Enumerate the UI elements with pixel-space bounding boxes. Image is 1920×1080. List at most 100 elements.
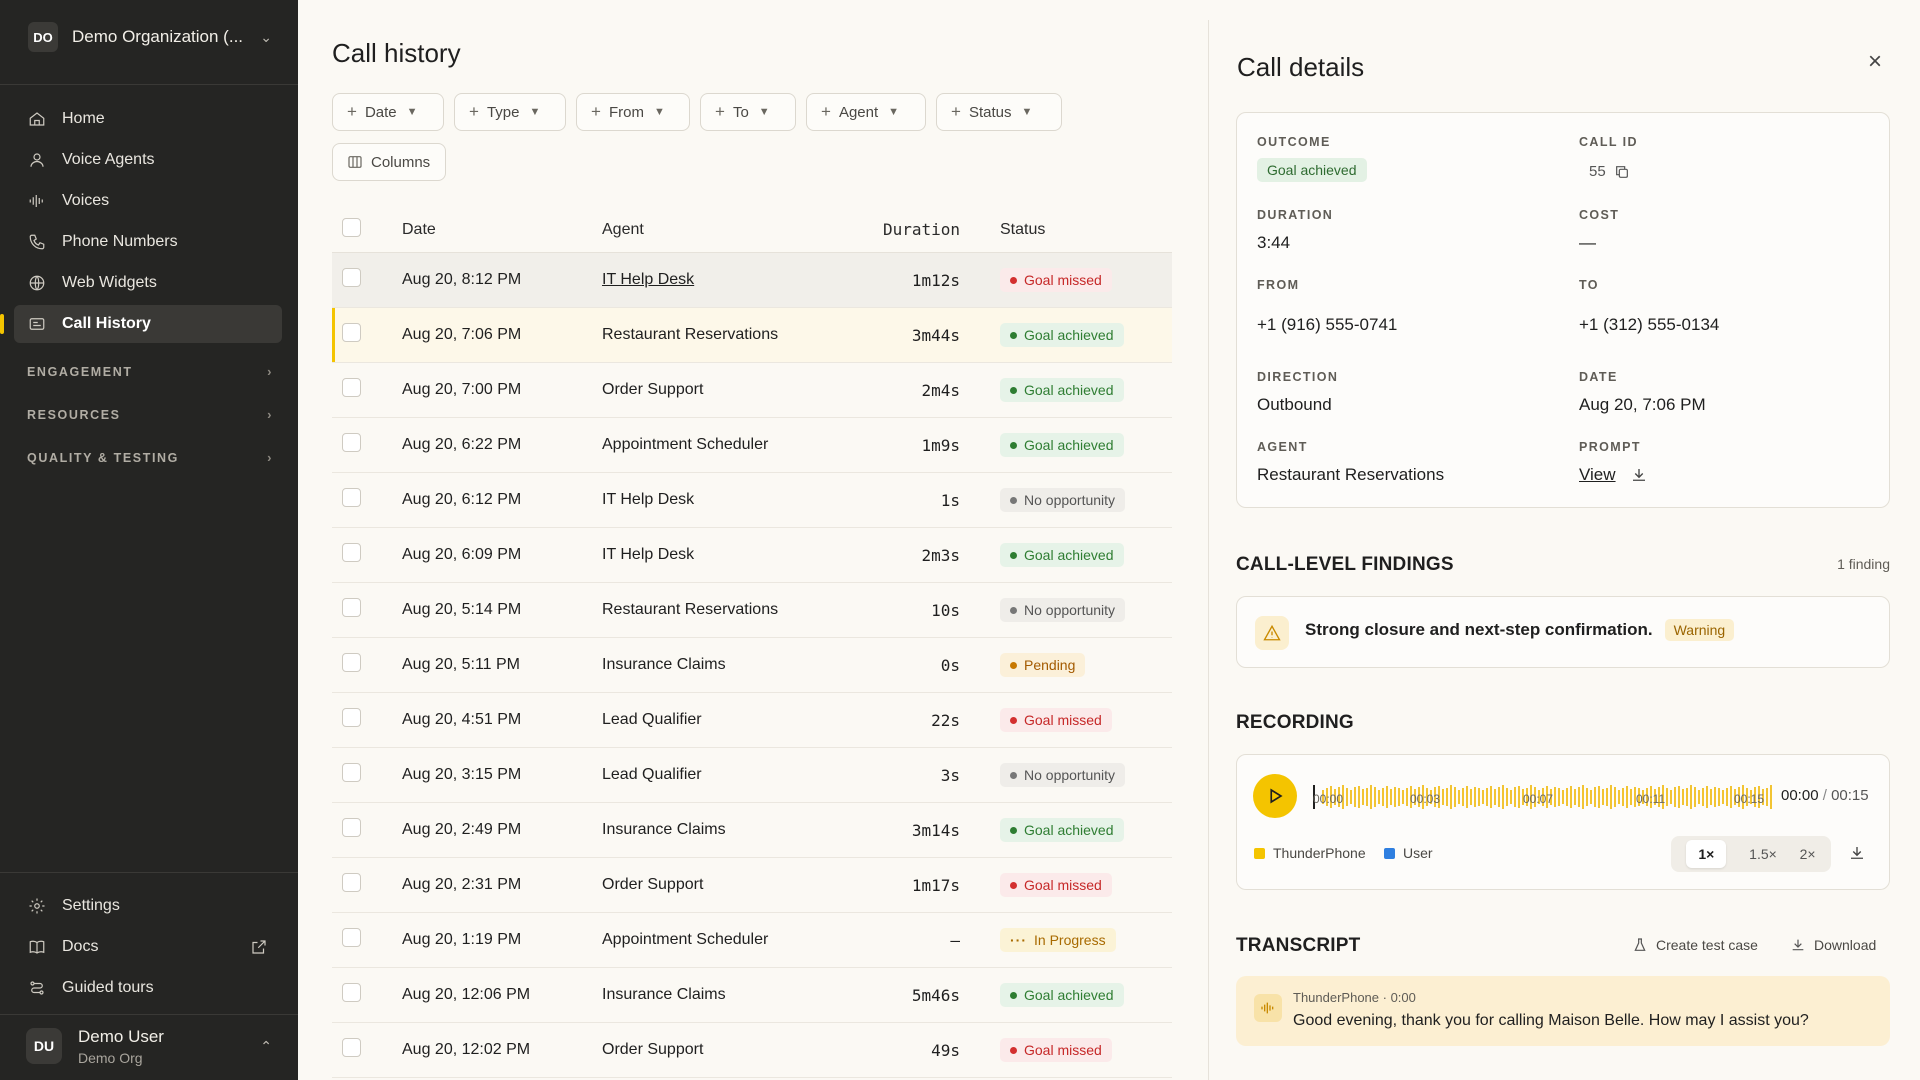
nav-voice-agents[interactable]: Voice Agents bbox=[14, 141, 282, 179]
create-test-case-button[interactable]: Create test case bbox=[1632, 937, 1758, 953]
table-row[interactable]: Aug 20, 7:00 PM Order Support 2m4s Goal ach… bbox=[332, 363, 1172, 418]
filter-to[interactable]: + To ▼ bbox=[700, 93, 796, 131]
details-card: OUTCOME Goal achieved CALL ID 55 DURATIO… bbox=[1236, 112, 1890, 508]
finding-card[interactable]: Strong closure and next-step confirmatio… bbox=[1236, 596, 1890, 668]
table-row[interactable]: Aug 20, 2:31 PM Order Support 1m17s Goal mi… bbox=[332, 858, 1172, 913]
row-checkbox[interactable] bbox=[342, 378, 361, 397]
table-body: Aug 20, 8:12 PM IT Help Desk 1m12s Goal mis… bbox=[332, 253, 1172, 1078]
row-checkbox[interactable] bbox=[342, 983, 361, 1002]
header-status[interactable]: Status bbox=[1000, 220, 1046, 238]
table-row[interactable]: Aug 20, 5:11 PM Insurance Claims 0s Pending bbox=[332, 638, 1172, 693]
prompt-view-link[interactable]: View bbox=[1579, 465, 1616, 484]
filter-date[interactable]: + Date ▼ bbox=[332, 93, 444, 131]
waveform-bar bbox=[1638, 788, 1641, 806]
chevron-down-icon: ⌄ bbox=[260, 28, 272, 45]
filter-label: From bbox=[608, 103, 644, 121]
row-checkbox[interactable] bbox=[342, 323, 361, 342]
filter-status[interactable]: + Status ▼ bbox=[936, 93, 1062, 131]
row-checkbox[interactable] bbox=[342, 708, 361, 727]
copy-icon[interactable] bbox=[1614, 164, 1630, 180]
outcome-badge: Goal achieved bbox=[1257, 158, 1367, 182]
download-recording-icon[interactable] bbox=[1848, 844, 1866, 862]
speed-2x[interactable]: 2× bbox=[1799, 846, 1816, 862]
row-checkbox[interactable] bbox=[342, 763, 361, 782]
nav-settings[interactable]: Settings bbox=[14, 887, 282, 925]
waveform[interactable] bbox=[1313, 785, 1773, 809]
waveform-bar bbox=[1630, 789, 1633, 805]
waveform-bar bbox=[1506, 788, 1509, 806]
row-checkbox[interactable] bbox=[342, 543, 361, 562]
row-checkbox[interactable] bbox=[342, 653, 361, 672]
nav-label: Voice Agents bbox=[62, 151, 155, 168]
to-label: TO bbox=[1579, 278, 1599, 292]
nav-home[interactable]: Home bbox=[14, 100, 282, 138]
table-row[interactable]: Aug 20, 12:02 PM Order Support 49s Goal mis… bbox=[332, 1023, 1172, 1078]
row-checkbox[interactable] bbox=[342, 873, 361, 892]
filter-type[interactable]: + Type ▼ bbox=[454, 93, 566, 131]
nav-label: Web Widgets bbox=[62, 274, 157, 291]
org-switcher[interactable]: DO Demo Organization (... ⌄ bbox=[28, 22, 272, 52]
table-row[interactable]: Aug 20, 12:06 PM Insurance Claims 5m46s Goa… bbox=[332, 968, 1172, 1023]
nav-phone-numbers[interactable]: Phone Numbers bbox=[14, 223, 282, 261]
row-agent: IT Help Desk bbox=[602, 546, 695, 563]
section-engagement[interactable]: ENGAGEMENT › bbox=[27, 364, 273, 379]
filter-agent[interactable]: + Agent ▼ bbox=[806, 93, 926, 131]
section-resources[interactable]: RESOURCES › bbox=[27, 407, 273, 422]
nav-call-history[interactable]: Call History bbox=[14, 305, 282, 343]
header-date[interactable]: Date bbox=[402, 220, 436, 238]
close-icon[interactable]: × bbox=[1867, 48, 1882, 75]
play-button[interactable] bbox=[1253, 774, 1297, 818]
table-row[interactable]: Aug 20, 2:49 PM Insurance Claims 3m14s Goal… bbox=[332, 803, 1172, 858]
row-checkbox[interactable] bbox=[342, 433, 361, 452]
table-row[interactable]: Aug 20, 7:06 PM Restaurant Reservations 3m… bbox=[332, 308, 1172, 363]
download-icon[interactable] bbox=[1630, 466, 1648, 484]
row-checkbox[interactable] bbox=[342, 818, 361, 837]
status-text: No opportunity bbox=[1024, 602, 1116, 618]
header-duration[interactable]: Duration bbox=[882, 220, 960, 239]
select-all-checkbox[interactable] bbox=[342, 217, 361, 237]
table-row[interactable]: Aug 20, 6:09 PM IT Help Desk 2m3s Goal achi… bbox=[332, 528, 1172, 583]
row-agent[interactable]: IT Help Desk bbox=[602, 271, 695, 288]
table-row[interactable]: Aug 20, 6:22 PM Appointment Scheduler 1m9s… bbox=[332, 418, 1172, 473]
row-checkbox[interactable] bbox=[342, 268, 361, 287]
download-transcript-button[interactable]: Download bbox=[1790, 937, 1876, 953]
divider bbox=[0, 1014, 298, 1015]
nav-guided-tours[interactable]: Guided tours bbox=[14, 969, 282, 1007]
prompt-label: PROMPT bbox=[1579, 440, 1641, 454]
waveform-bar bbox=[1762, 789, 1765, 805]
nav-voices[interactable]: Voices bbox=[14, 182, 282, 220]
row-checkbox[interactable] bbox=[342, 598, 361, 617]
waveform-bar bbox=[1682, 789, 1685, 805]
row-checkbox[interactable] bbox=[342, 1038, 361, 1057]
speed-1x[interactable]: 1× bbox=[1686, 840, 1727, 868]
table-row[interactable]: Aug 20, 6:12 PM IT Help Desk 1s No opportun… bbox=[332, 473, 1172, 528]
header-agent[interactable]: Agent bbox=[602, 220, 644, 238]
user-org: Demo Org bbox=[78, 1049, 143, 1066]
user-menu[interactable]: DU Demo User Demo Org ⌃ bbox=[26, 1024, 272, 1068]
speed-1-5x[interactable]: 1.5× bbox=[1749, 846, 1777, 862]
row-date: Aug 20, 3:15 PM bbox=[402, 766, 522, 783]
row-checkbox[interactable] bbox=[342, 488, 361, 507]
avatar: DU bbox=[26, 1028, 62, 1064]
table-row[interactable]: Aug 20, 5:14 PM Restaurant Reservations 10… bbox=[332, 583, 1172, 638]
table-row[interactable]: Aug 20, 1:19 PM Appointment Scheduler – ···… bbox=[332, 913, 1172, 968]
table-row[interactable]: Aug 20, 3:15 PM Lead Qualifier 3s No opport… bbox=[332, 748, 1172, 803]
waveform-bar bbox=[1526, 788, 1529, 806]
waveform-bar bbox=[1514, 787, 1517, 807]
row-duration: 2m3s bbox=[921, 545, 960, 565]
waveform-bar bbox=[1458, 790, 1461, 804]
download-label: Download bbox=[1814, 937, 1877, 953]
row-date: Aug 20, 12:02 PM bbox=[402, 1041, 531, 1058]
filter-from[interactable]: + From ▼ bbox=[576, 93, 690, 131]
columns-button[interactable]: Columns bbox=[332, 143, 446, 181]
section-quality-testing[interactable]: QUALITY & TESTING › bbox=[27, 450, 273, 465]
transcript-entry: ThunderPhone · 0:00 Good evening, thank … bbox=[1236, 976, 1890, 1046]
waveform-bar bbox=[1438, 786, 1441, 808]
table-row[interactable]: Aug 20, 8:12 PM IT Help Desk 1m12s Goal mis… bbox=[332, 253, 1172, 308]
nav-web-widgets[interactable]: Web Widgets bbox=[14, 264, 282, 302]
nav-docs[interactable]: Docs bbox=[14, 928, 282, 966]
flask-icon bbox=[1634, 938, 1646, 951]
row-checkbox[interactable] bbox=[342, 928, 361, 947]
transcript-speaker: ThunderPhone · 0:00 bbox=[1293, 990, 1416, 1005]
table-row[interactable]: Aug 20, 4:51 PM Lead Qualifier 22s Goal mis… bbox=[332, 693, 1172, 748]
